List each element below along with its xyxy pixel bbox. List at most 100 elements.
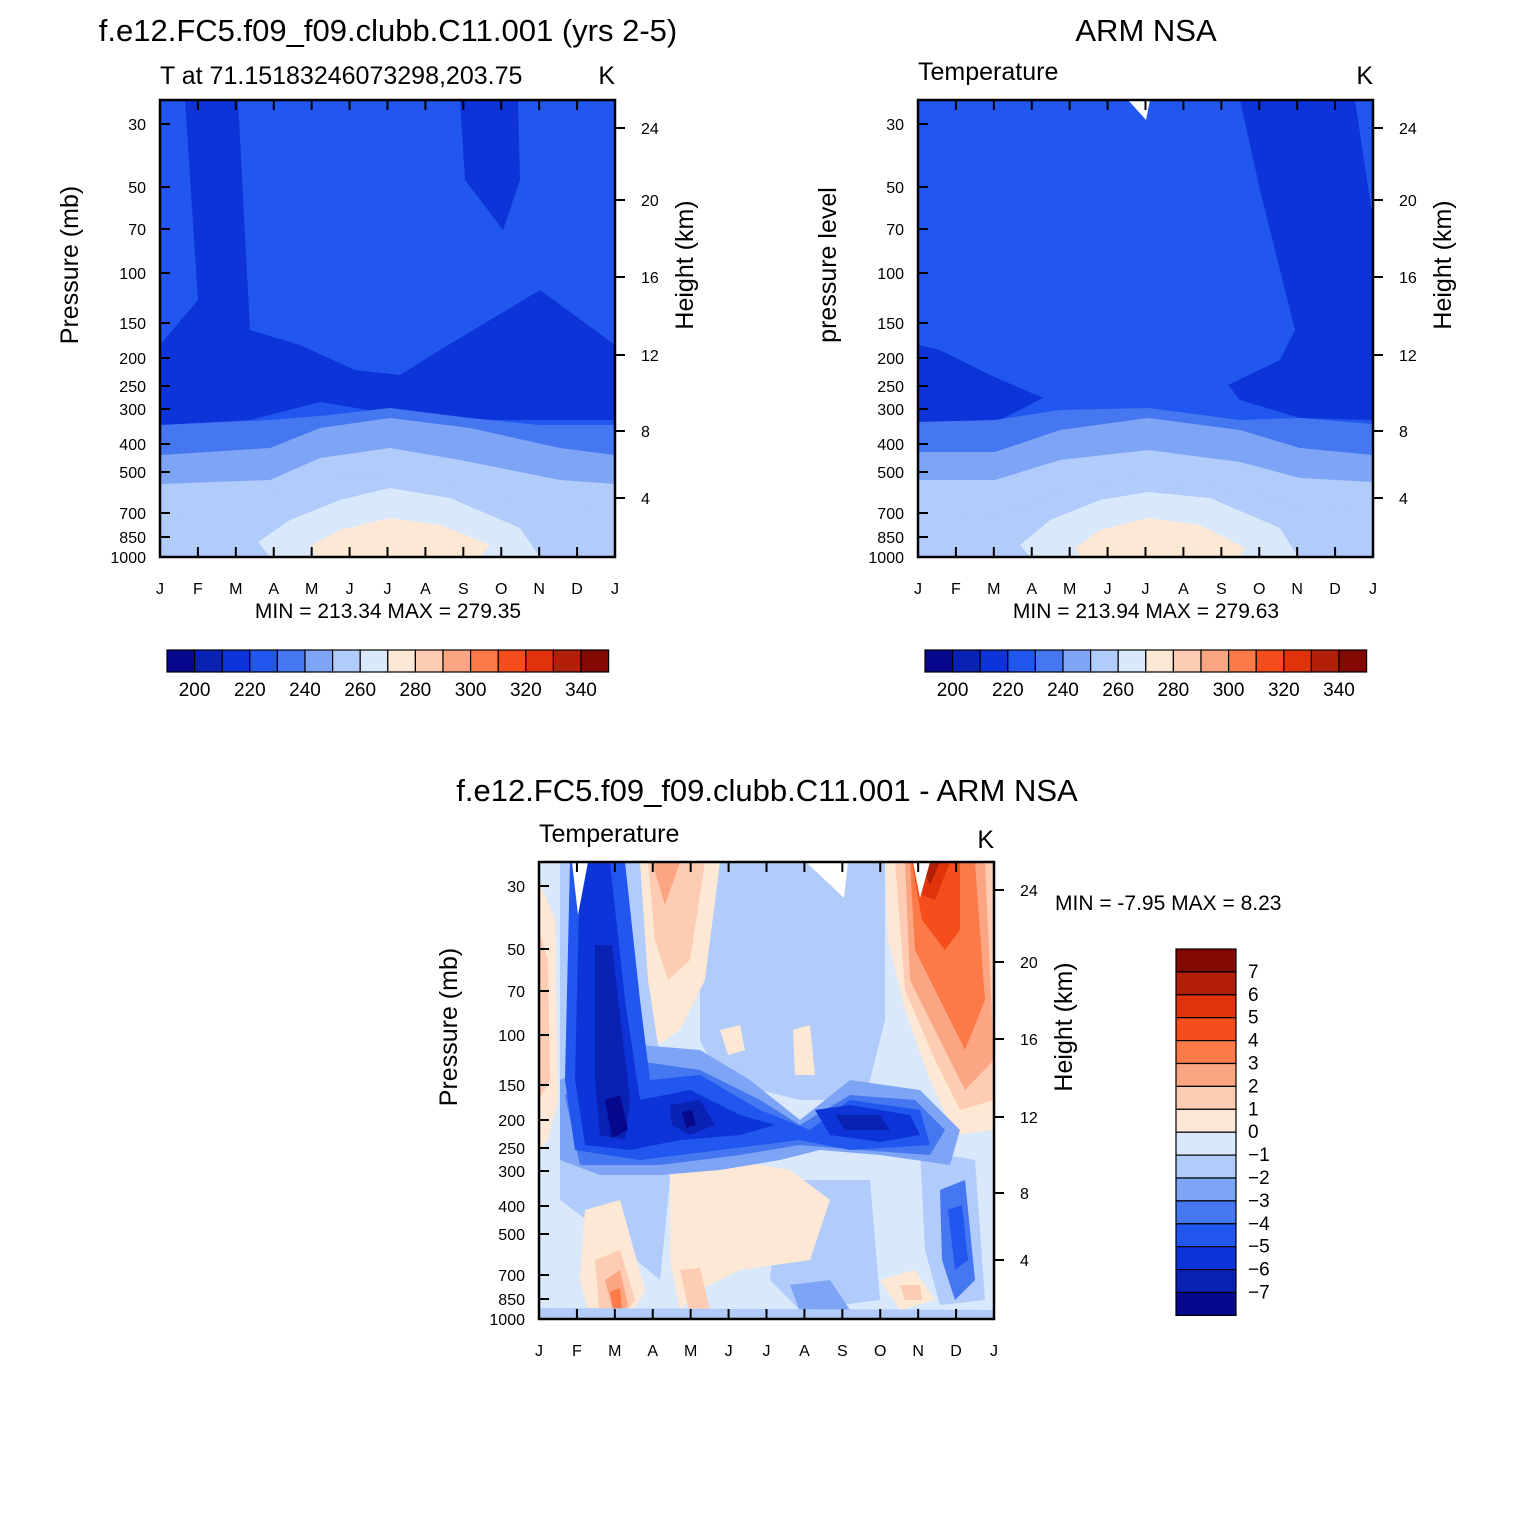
colorbar-label: 5 xyxy=(1248,1008,1259,1029)
pressure-tick-label: 1000 xyxy=(110,550,146,567)
colorbar-swatch xyxy=(1145,649,1175,673)
colorbar-swatch xyxy=(1200,649,1230,673)
pressure-tick-label: 700 xyxy=(498,1268,525,1285)
colorbar-swatch xyxy=(387,649,416,673)
colorbar-label: 260 xyxy=(344,680,376,701)
colorbar-label: 200 xyxy=(179,680,211,701)
pressure-tick-label: 30 xyxy=(128,117,146,134)
height-tick-label: 4 xyxy=(1399,491,1408,508)
pressure-tick-label: 1000 xyxy=(489,1312,525,1329)
colorbar-label: 280 xyxy=(1158,680,1190,701)
colorbar-label: 3 xyxy=(1248,1054,1259,1075)
colorbar-swatch xyxy=(1175,1062,1237,1087)
x-tick-label: J xyxy=(1104,581,1112,598)
y-axis-label-left: Pressure (mb) xyxy=(56,186,84,344)
colorbar-swatch xyxy=(1175,1017,1237,1042)
height-tick-label: 8 xyxy=(1020,1186,1029,1203)
x-tick-label: A xyxy=(1026,581,1037,598)
x-tick-label: A xyxy=(799,1343,810,1360)
y-axis-label-right: Height (km) xyxy=(671,200,699,329)
colorbar-label: 280 xyxy=(400,680,432,701)
model-title: f.e12.FC5.f09_f09.clubb.C11.001 (yrs 2-5… xyxy=(99,13,677,48)
height-tick-label: 20 xyxy=(641,193,659,210)
y-axis-label-left: Pressure (mb) xyxy=(435,948,463,1106)
x-tick-label: A xyxy=(647,1343,658,1360)
colorbar-label: 300 xyxy=(455,680,487,701)
colorbar-swatch xyxy=(1175,994,1237,1019)
x-tick-label: J xyxy=(725,1343,733,1360)
height-tick-label: 24 xyxy=(1399,121,1417,138)
colorbar-swatch xyxy=(304,649,334,673)
pressure-tick-label: 700 xyxy=(119,506,146,523)
pressure-tick-label: 850 xyxy=(498,1292,525,1309)
pressure-tick-label: 70 xyxy=(128,222,146,239)
colorbar-swatch xyxy=(1338,649,1368,673)
pressure-tick-label: 500 xyxy=(877,465,904,482)
y-axis-label-left: pressure level xyxy=(814,187,842,343)
colorbar-label: −1 xyxy=(1248,1145,1270,1166)
x-tick-label: J xyxy=(384,581,392,598)
colorbar-label: 200 xyxy=(937,680,969,701)
colorbar-swatch xyxy=(1089,649,1119,673)
obs-min-max: MIN = 213.94 MAX = 279.63 xyxy=(1013,600,1279,623)
colorbar-swatch xyxy=(470,649,499,673)
colorbar-label: −7 xyxy=(1248,1283,1270,1304)
height-tick-label: 16 xyxy=(641,270,659,287)
model-panel: T at 71.15183246073298,203.75 K J F M A M J J A… xyxy=(56,62,699,701)
diff-min-max: MIN = -7.95 MAX = 8.23 xyxy=(1055,892,1281,915)
colorbar-label: 320 xyxy=(510,680,542,701)
colorbar-label: 7 xyxy=(1248,962,1259,983)
diff-panel: Temperature K xyxy=(435,820,1281,1360)
x-tick-label: J xyxy=(535,1343,543,1360)
colorbar-label: 240 xyxy=(1047,680,1079,701)
pressure-tick-label: 150 xyxy=(877,316,904,333)
x-tick-label: S xyxy=(837,1343,848,1360)
colorbar-swatch xyxy=(1175,1246,1237,1271)
colorbar-swatch xyxy=(1175,1291,1237,1316)
colorbar-swatch xyxy=(359,649,389,673)
colorbar-swatch xyxy=(1175,1223,1237,1248)
obs-title: ARM NSA xyxy=(1075,13,1217,48)
x-tick-label: N xyxy=(533,581,545,598)
pressure-tick-label: 850 xyxy=(877,530,904,547)
colorbar-label: −6 xyxy=(1248,1260,1270,1281)
diff-title: f.e12.FC5.f09_f09.clubb.C11.001 - ARM NS… xyxy=(456,773,1078,808)
obs-subtitle: Temperature xyxy=(918,58,1058,86)
colorbar-label: 220 xyxy=(234,680,266,701)
x-tick-label: F xyxy=(572,1343,582,1360)
colorbar-swatch xyxy=(580,649,610,673)
x-tick-label: A xyxy=(1178,581,1189,598)
x-tick-label: J xyxy=(990,1343,998,1360)
y-axis-label-right: Height (km) xyxy=(1429,200,1457,329)
colorbar-swatch xyxy=(1175,1268,1237,1294)
colorbar-swatch xyxy=(1255,649,1285,673)
diff-subtitle: Temperature xyxy=(539,820,679,848)
colorbar-swatch xyxy=(1034,649,1064,673)
pressure-tick-label: 850 xyxy=(119,530,146,547)
height-tick-label: 8 xyxy=(641,424,650,441)
colorbar-swatch xyxy=(221,649,251,673)
pressure-tick-label: 300 xyxy=(498,1164,525,1181)
colorbar-label: 240 xyxy=(289,680,321,701)
height-tick-label: 12 xyxy=(641,348,659,365)
colorbar-label: 4 xyxy=(1248,1031,1259,1052)
pressure-tick-label: 50 xyxy=(507,942,525,959)
x-tick-label: S xyxy=(1216,581,1227,598)
x-tick-label: J xyxy=(156,581,164,598)
model-subtitle: T at 71.15183246073298,203.75 xyxy=(160,62,522,90)
x-tick-label: J xyxy=(1369,581,1377,598)
height-tick-label: 4 xyxy=(641,491,650,508)
pressure-tick-label: 500 xyxy=(119,465,146,482)
x-tick-label: F xyxy=(193,581,203,598)
colorbar-swatch xyxy=(332,649,361,673)
x-tick-label: O xyxy=(495,581,507,598)
colorbar-label: −3 xyxy=(1248,1191,1270,1212)
height-tick-label: 8 xyxy=(1399,424,1408,441)
pressure-tick-label: 150 xyxy=(119,316,146,333)
colorbar-swatch xyxy=(1175,948,1237,973)
pressure-tick-label: 400 xyxy=(498,1199,525,1216)
colorbar-swatch xyxy=(1175,1131,1237,1156)
pressure-tick-label: 1000 xyxy=(868,550,904,567)
colorbar-swatch xyxy=(1227,649,1257,673)
colorbar-swatch xyxy=(1175,1200,1237,1225)
